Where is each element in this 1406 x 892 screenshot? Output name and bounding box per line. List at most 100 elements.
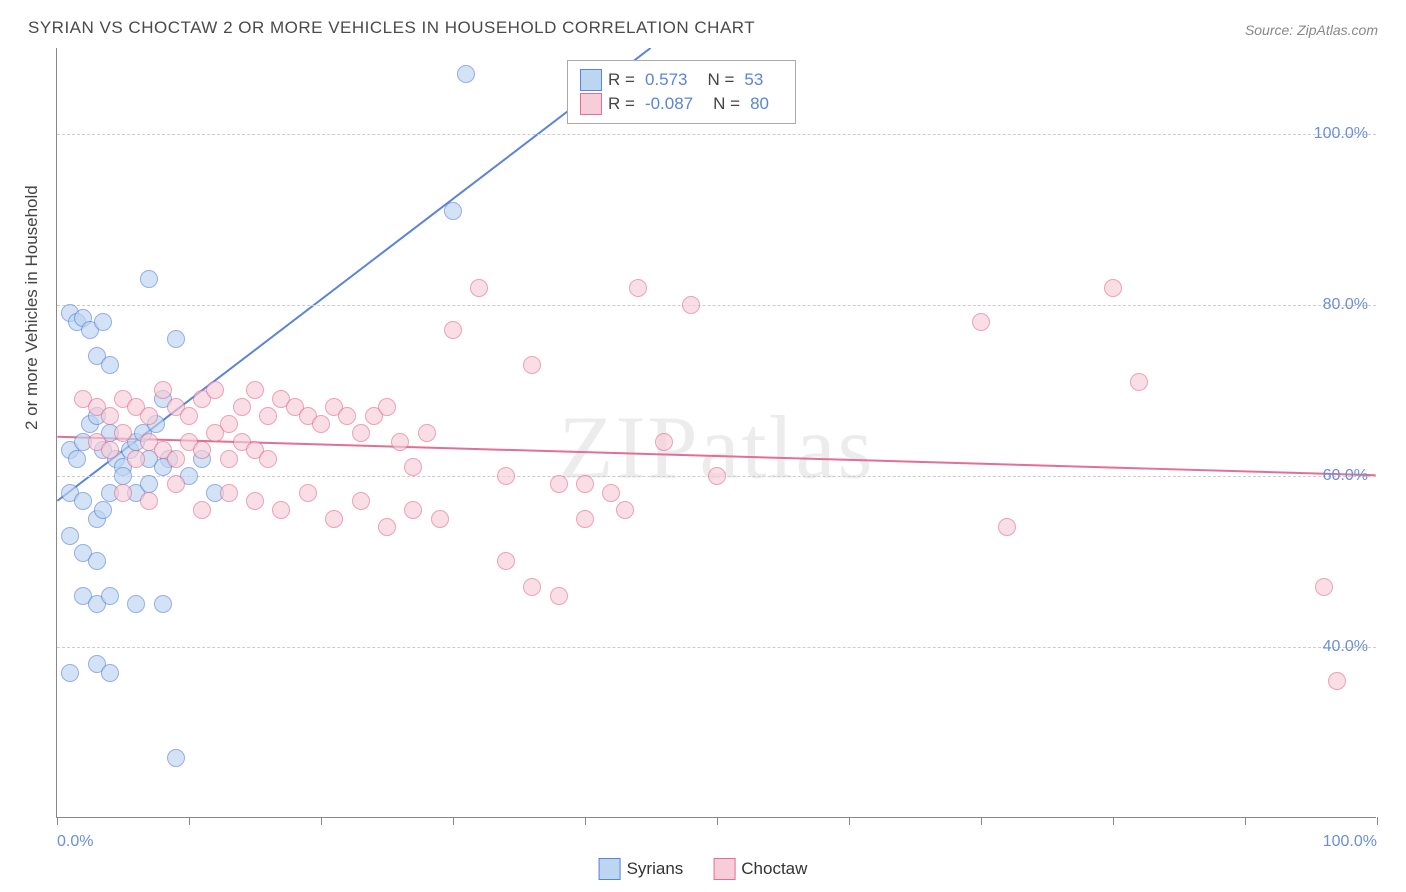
scatter-point xyxy=(101,441,119,459)
scatter-point xyxy=(167,330,185,348)
scatter-point xyxy=(61,664,79,682)
scatter-point xyxy=(167,450,185,468)
scatter-point xyxy=(140,270,158,288)
scatter-point xyxy=(140,492,158,510)
gridline xyxy=(57,647,1376,648)
n-label: N = xyxy=(707,70,734,90)
scatter-point xyxy=(616,501,634,519)
y-tick-label: 60.0% xyxy=(1323,467,1368,485)
stats-legend-row: R = -0.087 N = 80 xyxy=(580,93,783,115)
scatter-point xyxy=(101,407,119,425)
scatter-point xyxy=(299,484,317,502)
n-label: N = xyxy=(713,94,740,114)
scatter-point xyxy=(523,578,541,596)
scatter-point xyxy=(180,407,198,425)
scatter-point xyxy=(167,475,185,493)
legend-item-label: Syrians xyxy=(627,859,684,879)
scatter-point xyxy=(602,484,620,502)
scatter-point xyxy=(88,552,106,570)
legend-item-label: Choctaw xyxy=(741,859,807,879)
x-tick xyxy=(1113,817,1114,825)
scatter-point xyxy=(418,424,436,442)
r-value: -0.087 xyxy=(645,94,693,114)
scatter-point xyxy=(94,313,112,331)
scatter-point xyxy=(550,587,568,605)
scatter-point xyxy=(325,510,343,528)
scatter-point xyxy=(655,433,673,451)
x-tick xyxy=(453,817,454,825)
trendlines-layer xyxy=(57,48,1376,817)
y-tick-label: 80.0% xyxy=(1323,296,1368,314)
scatter-point xyxy=(576,510,594,528)
scatter-point xyxy=(338,407,356,425)
gridline xyxy=(57,134,1376,135)
scatter-point xyxy=(193,441,211,459)
scatter-point xyxy=(391,433,409,451)
bottom-legend-item: Syrians xyxy=(599,858,684,880)
scatter-point xyxy=(101,587,119,605)
scatter-point xyxy=(193,501,211,519)
scatter-point xyxy=(497,552,515,570)
x-tick-label: 0.0% xyxy=(57,833,93,851)
r-label: R = xyxy=(608,94,635,114)
scatter-point xyxy=(404,501,422,519)
r-value: 0.573 xyxy=(645,70,688,90)
scatter-point xyxy=(1328,672,1346,690)
scatter-point xyxy=(708,467,726,485)
stats-legend-row: R =0.573N =53 xyxy=(580,69,783,91)
x-tick xyxy=(57,817,58,825)
scatter-point xyxy=(312,415,330,433)
scatter-point xyxy=(246,492,264,510)
y-axis-label: 2 or more Vehicles in Household xyxy=(22,185,42,430)
stats-legend: R =0.573N =53R =-0.087N =80 xyxy=(567,60,796,124)
scatter-point xyxy=(352,492,370,510)
scatter-point xyxy=(127,450,145,468)
scatter-point xyxy=(140,475,158,493)
gridline xyxy=(57,305,1376,306)
scatter-point xyxy=(127,595,145,613)
scatter-point xyxy=(61,527,79,545)
x-tick xyxy=(1377,817,1378,825)
scatter-point xyxy=(246,381,264,399)
x-tick xyxy=(1245,817,1246,825)
chart-plot-area: ZIPatlas 40.0%60.0%80.0%100.0%0.0%100.0%… xyxy=(56,48,1376,818)
scatter-point xyxy=(272,501,290,519)
scatter-point xyxy=(114,467,132,485)
scatter-point xyxy=(206,424,224,442)
scatter-point xyxy=(233,398,251,416)
n-value: 80 xyxy=(750,94,769,114)
scatter-point xyxy=(682,296,700,314)
scatter-point xyxy=(259,450,277,468)
legend-swatch-icon xyxy=(580,69,602,91)
scatter-point xyxy=(457,65,475,83)
bottom-legend: Syrians Choctaw xyxy=(599,856,808,882)
scatter-point xyxy=(1315,578,1333,596)
source-attribution: Source: ZipAtlas.com xyxy=(1245,22,1378,38)
chart-title: SYRIAN VS CHOCTAW 2 OR MORE VEHICLES IN … xyxy=(28,18,755,38)
scatter-point xyxy=(378,518,396,536)
scatter-point xyxy=(74,492,92,510)
scatter-point xyxy=(94,501,112,519)
legend-swatch-icon xyxy=(599,858,621,880)
scatter-point xyxy=(220,484,238,502)
scatter-point xyxy=(470,279,488,297)
scatter-point xyxy=(1130,373,1148,391)
x-tick xyxy=(321,817,322,825)
scatter-point xyxy=(550,475,568,493)
scatter-point xyxy=(259,407,277,425)
scatter-point xyxy=(140,407,158,425)
scatter-point xyxy=(114,484,132,502)
scatter-point xyxy=(497,467,515,485)
scatter-point xyxy=(378,398,396,416)
x-tick xyxy=(981,817,982,825)
scatter-point xyxy=(220,450,238,468)
scatter-point xyxy=(1104,279,1122,297)
scatter-point xyxy=(154,381,172,399)
y-tick-label: 40.0% xyxy=(1323,638,1368,656)
n-value: 53 xyxy=(744,70,763,90)
scatter-point xyxy=(998,518,1016,536)
scatter-point xyxy=(404,458,422,476)
x-tick xyxy=(717,817,718,825)
scatter-point xyxy=(101,664,119,682)
scatter-point xyxy=(431,510,449,528)
